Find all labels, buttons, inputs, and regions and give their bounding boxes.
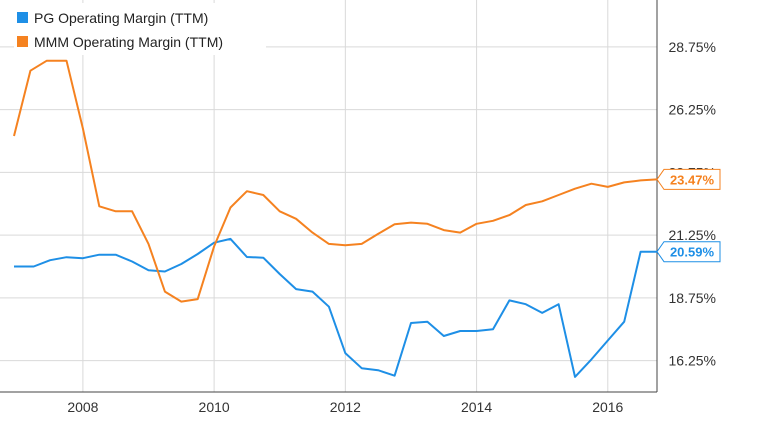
x-tick-label: 2008 [67,399,98,415]
series-line-0 [14,237,657,378]
x-axis-tick-labels: 2008 2010 2012 2014 2016 [67,399,623,415]
y-tick-label: 26.25% [669,102,716,118]
end-value-label-1: 23.47% [656,168,721,190]
y-tick-label: 16.25% [669,353,716,369]
legend-label: PG Operating Margin (TTM) [34,10,208,26]
series-line-1 [13,59,658,303]
legend-background [14,3,266,55]
series-layer [13,59,658,378]
end-value-label-text: 20.59% [670,245,715,260]
legend-label: MMM Operating Margin (TTM) [34,34,223,50]
y-tick-label: 21.25% [669,227,716,243]
y-tick-label: 28.75% [669,39,716,55]
end-value-label-text: 23.47% [670,172,715,187]
x-tick-label: 2016 [592,399,623,415]
x-tick-label: 2010 [199,399,230,415]
end-value-label-box [656,168,721,190]
end-value-labels: 20.59% 23.47% [656,168,721,263]
x-tick-label: 2014 [461,399,492,415]
end-value-label-box [656,241,721,263]
end-value-label-0: 20.59% [656,241,721,263]
legend-swatch [17,36,28,47]
y-tick-label: 18.75% [669,290,716,306]
legend: PG Operating Margin (TTM) MMM Operating M… [14,3,266,55]
x-tick-label: 2012 [330,399,361,415]
legend-swatch [17,12,28,23]
